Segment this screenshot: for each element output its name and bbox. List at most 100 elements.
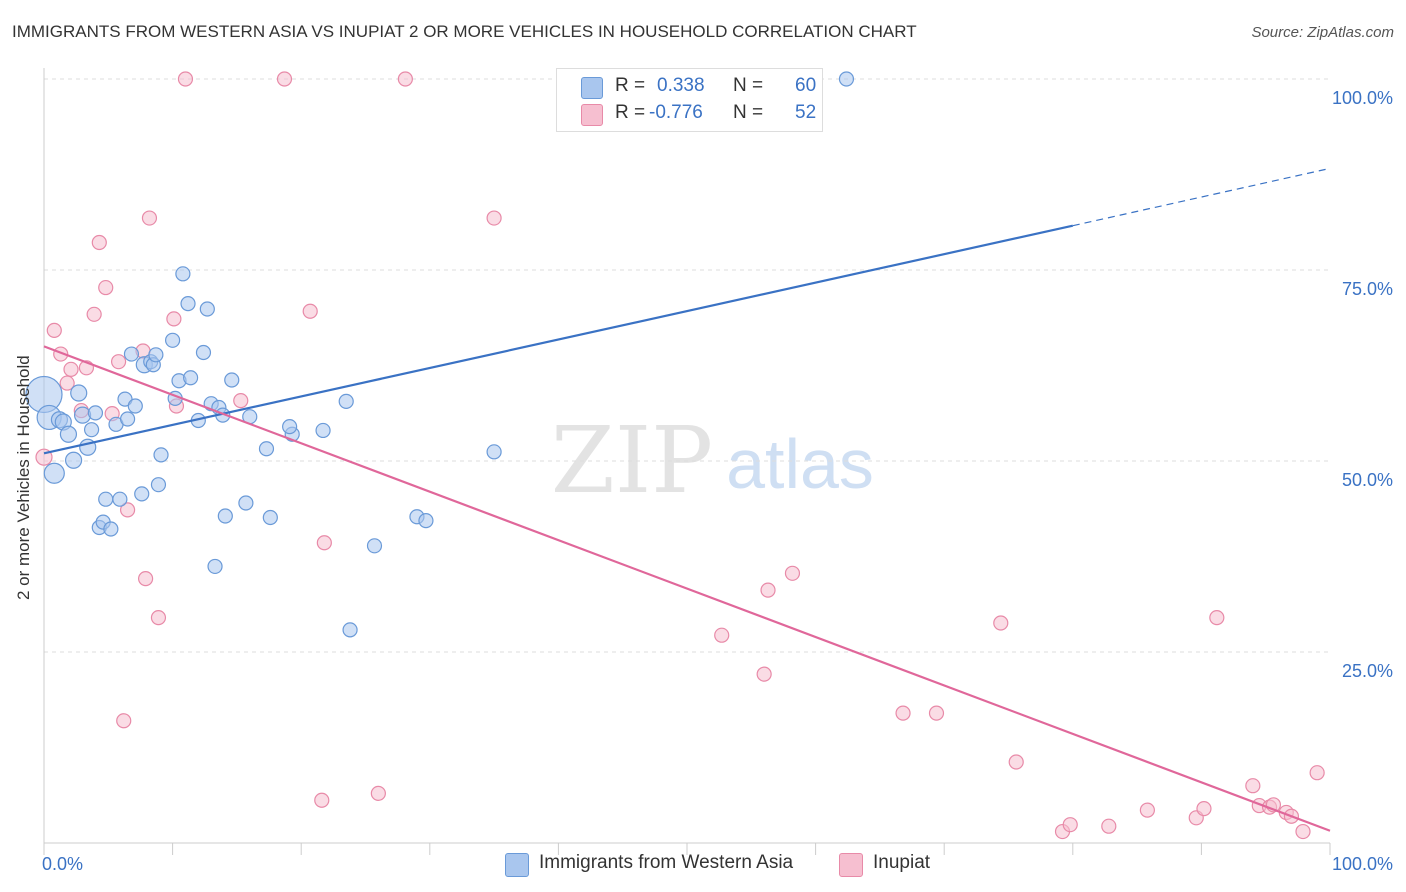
point-inupiat (137, 571, 154, 587)
point-immigrants-western-asia (258, 441, 275, 457)
point-inupiat (1309, 765, 1325, 781)
point-immigrants-western-asia (70, 384, 88, 402)
point-inupiat (1295, 823, 1311, 840)
point-immigrants-western-asia (73, 406, 92, 424)
point-inupiat (756, 666, 772, 682)
point-immigrants-western-asia (238, 495, 254, 511)
point-immigrants-western-asia (338, 393, 354, 410)
point-immigrants-western-asia (366, 538, 383, 554)
y-tick-label: 25.0% (1342, 661, 1393, 681)
point-inupiat (141, 210, 158, 226)
point-immigrants-western-asia (87, 405, 104, 421)
point-immigrants-western-asia (342, 622, 358, 638)
bottom-legend-label: Inupiat (873, 852, 931, 873)
point-immigrants-western-asia (43, 462, 65, 484)
trend-line-immigrants (43, 224, 1074, 455)
grid-lines (44, 78, 1330, 653)
point-immigrants-western-asia (59, 425, 78, 443)
legend-n-label: N = (733, 102, 764, 123)
bottom-legend-swatch-pink (839, 853, 863, 877)
point-inupiat (86, 306, 102, 322)
legend-swatch-blue (581, 77, 603, 99)
point-inupiat (302, 303, 318, 319)
legend-n-value: 52 (795, 102, 817, 123)
legend-r-label: R = (615, 102, 646, 123)
point-inupiat (1062, 817, 1078, 833)
legend-r-value: 0.338 (657, 75, 705, 96)
point-inupiat (1196, 801, 1212, 817)
point-inupiat (1101, 818, 1117, 834)
point-immigrants-western-asia (486, 444, 502, 460)
point-immigrants-western-asia (148, 347, 164, 363)
point-inupiat (91, 234, 107, 251)
point-inupiat (46, 322, 62, 338)
point-immigrants-western-asia (119, 411, 136, 427)
source-credit: Source: ZipAtlas.com (1251, 24, 1394, 41)
point-inupiat (486, 210, 502, 226)
point-inupiat (276, 71, 293, 87)
point-inupiat (1209, 610, 1225, 626)
watermark: ZIP atlas (551, 407, 874, 514)
chart-title: IMMIGRANTS FROM WESTERN ASIA VS INUPIAT … (12, 22, 917, 41)
point-inupiat (314, 792, 330, 808)
bottom-legend-swatch-blue (505, 853, 529, 877)
point-inupiat (397, 71, 413, 87)
point-inupiat (370, 785, 386, 801)
trend-line-inupiat (43, 345, 1331, 832)
series-inupiat (35, 71, 1325, 840)
bottom-legend-label: Immigrants from Western Asia (539, 852, 794, 873)
point-immigrants-western-asia (153, 447, 169, 463)
point-immigrants-western-asia (64, 451, 83, 469)
point-inupiat (714, 627, 730, 643)
point-immigrants-western-asia (103, 521, 119, 537)
point-immigrants-western-asia (224, 372, 240, 388)
point-inupiat (98, 279, 114, 296)
point-inupiat (59, 375, 75, 391)
series-immigrants-western-asia (25, 71, 855, 638)
point-immigrants-western-asia (134, 486, 150, 502)
point-inupiat (177, 71, 194, 87)
point-immigrants-western-asia (175, 266, 191, 282)
point-inupiat (928, 705, 945, 721)
point-immigrants-western-asia (199, 301, 215, 317)
legend-r-value: -0.776 (649, 102, 703, 123)
point-immigrants-western-asia (180, 296, 196, 312)
point-inupiat (166, 311, 182, 327)
point-inupiat (760, 582, 776, 598)
legend-n-value: 60 (795, 75, 817, 96)
point-immigrants-western-asia (183, 370, 199, 386)
y-tick-label: 75.0% (1342, 279, 1393, 299)
watermark-atlas: atlas (726, 425, 874, 503)
point-inupiat (150, 610, 167, 626)
point-inupiat (895, 705, 911, 721)
point-immigrants-western-asia (83, 422, 100, 438)
point-inupiat (233, 393, 249, 409)
point-immigrants-western-asia (418, 512, 434, 529)
point-inupiat (116, 713, 132, 729)
trend-line-immigrants-extension (1072, 167, 1331, 227)
point-immigrants-western-asia (98, 491, 114, 507)
x-tick-label: 0.0% (42, 854, 83, 874)
point-inupiat (63, 361, 79, 377)
legend-r-label: R = (615, 75, 646, 96)
point-inupiat (1245, 778, 1261, 794)
point-immigrants-western-asia (150, 477, 167, 493)
stats-legend: R = 0.338 N = 60 R = -0.776 N = 52 (556, 68, 823, 132)
point-immigrants-western-asia (195, 344, 212, 361)
x-tick-label: 100.0% (1332, 854, 1393, 874)
point-immigrants-western-asia (315, 422, 331, 439)
point-immigrants-western-asia (838, 71, 855, 87)
point-immigrants-western-asia (112, 491, 128, 507)
y-tick-labels: 25.0% 50.0% 75.0% 100.0% (1332, 88, 1393, 681)
point-inupiat (119, 502, 136, 518)
point-immigrants-western-asia (217, 508, 233, 524)
y-tick-label: 100.0% (1332, 88, 1393, 108)
point-inupiat (1139, 802, 1155, 818)
legend-n-label: N = (733, 75, 764, 96)
point-inupiat (110, 354, 127, 370)
point-immigrants-western-asia (165, 332, 181, 348)
x-tick-labels: 0.0% 100.0% (42, 854, 1393, 874)
point-immigrants-western-asia (282, 419, 298, 435)
point-inupiat (1008, 754, 1024, 770)
